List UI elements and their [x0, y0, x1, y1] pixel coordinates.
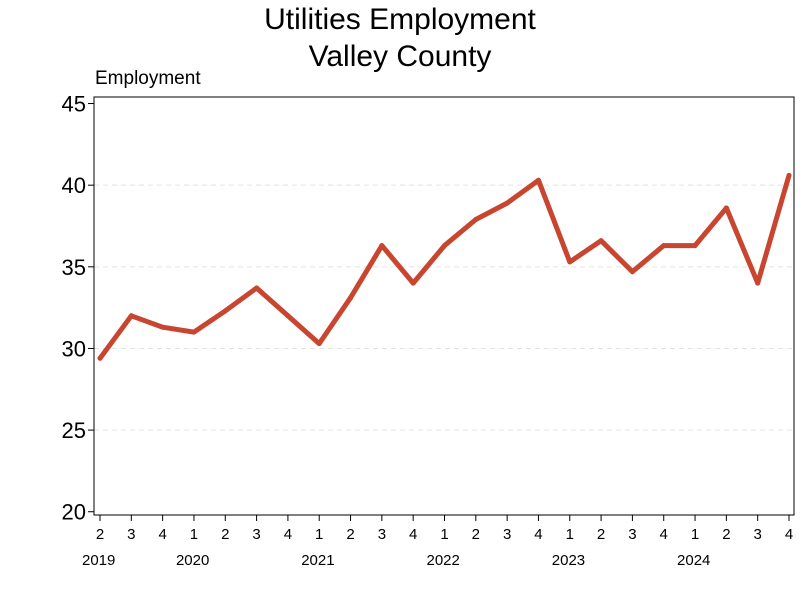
- data-point: [473, 216, 479, 222]
- year-label: 2020: [176, 552, 209, 569]
- chart-title-line-2: Valley County: [308, 40, 492, 73]
- x-tick-label: 2: [221, 526, 229, 543]
- year-label: 2024: [677, 552, 710, 569]
- year-label: 2019: [82, 552, 115, 569]
- data-point: [786, 172, 792, 178]
- year-labels: 2019 2020 2021 2022 2023 2024: [82, 552, 710, 569]
- data-point: [661, 243, 667, 249]
- data-point: [723, 205, 729, 211]
- x-tick-label: 2: [346, 526, 354, 543]
- x-tick-label: 1: [566, 526, 574, 543]
- y-tick-label: 20: [62, 500, 86, 525]
- data-point: [379, 243, 385, 249]
- data-point: [128, 313, 134, 319]
- data-point: [97, 355, 103, 361]
- x-tick-label: 3: [252, 526, 260, 543]
- x-tick-label: 4: [534, 526, 542, 543]
- x-tick-label: 3: [503, 526, 511, 543]
- y-tick-label: 40: [62, 173, 86, 198]
- x-tick-label: 3: [378, 526, 386, 543]
- y-axis-label: Employment: [95, 68, 201, 89]
- x-tick-label: 3: [754, 526, 762, 543]
- x-tick-label: 1: [315, 526, 323, 543]
- y-tick-label: 25: [62, 418, 86, 443]
- x-tick-label: 4: [660, 526, 668, 543]
- x-tick-label: 4: [158, 526, 166, 543]
- data-point: [755, 280, 761, 286]
- x-tick-label: 2: [472, 526, 480, 543]
- x-tick-label: 4: [284, 526, 292, 543]
- data-point: [316, 341, 322, 347]
- data-point: [348, 295, 354, 301]
- data-point: [160, 324, 166, 330]
- data-point: [629, 269, 635, 275]
- data-point: [567, 259, 573, 265]
- data-point: [285, 313, 291, 319]
- x-tick-label: 2: [597, 526, 605, 543]
- chart-title-line-1: Utilities Employment: [264, 3, 536, 36]
- year-label: 2022: [427, 552, 460, 569]
- x-tick-label: 2: [722, 526, 730, 543]
- gridlines: [94, 184, 794, 431]
- x-tick-label: 1: [190, 526, 198, 543]
- data-point: [442, 243, 447, 249]
- data-point: [598, 238, 604, 244]
- data-point: [222, 308, 228, 314]
- x-tick-label: 1: [691, 526, 699, 543]
- year-label: 2023: [552, 552, 585, 569]
- x-tick-label: 2: [96, 526, 104, 543]
- y-axis: 20 25 30 35 40 45: [62, 92, 94, 525]
- x-tick-label: 3: [127, 526, 135, 543]
- x-tick-label: 3: [628, 526, 636, 543]
- y-tick-label: 45: [62, 92, 86, 117]
- y-tick-label: 35: [62, 255, 86, 280]
- series-group: [97, 172, 792, 361]
- year-label: 2021: [301, 552, 334, 569]
- data-point: [692, 243, 698, 249]
- data-point: [535, 177, 541, 183]
- x-axis: 2 3 4 1 2 3 4 1 2 3 4 1 2 3 4 1 2 3 4 1 2 3 4: [96, 515, 793, 543]
- x-tick-label: 1: [440, 526, 448, 543]
- data-point: [504, 200, 510, 206]
- data-point: [410, 280, 416, 286]
- plot-frame: [93, 96, 795, 516]
- x-tick-label: 4: [409, 526, 417, 543]
- data-point: [254, 285, 260, 291]
- x-tick-label: 4: [785, 526, 793, 543]
- data-point: [191, 329, 197, 335]
- y-tick-label: 30: [62, 336, 86, 361]
